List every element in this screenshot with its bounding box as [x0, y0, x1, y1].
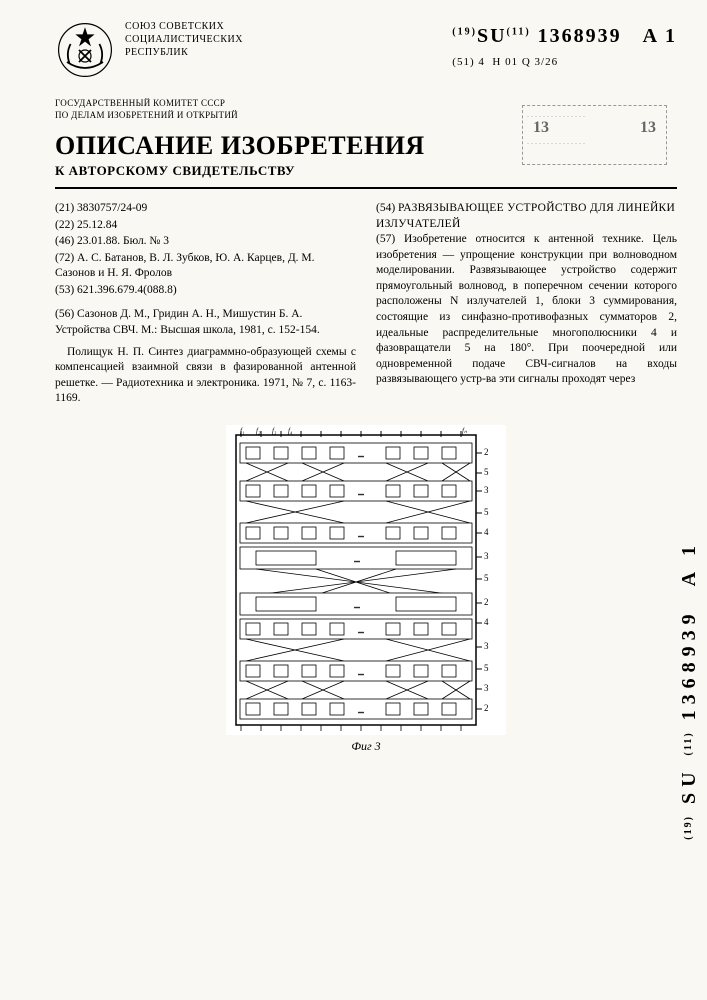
svg-text:...: ... — [358, 488, 364, 497]
header: СОЮЗ СОВЕТСКИХ СОЦИАЛИСТИЧЕСКИХ РЕСПУБЛИ… — [55, 20, 677, 80]
stamp-number-right: 13 — [640, 119, 656, 137]
svg-text:...: ... — [358, 706, 364, 715]
right-column: (54) РАЗВЯЗЫВАЮЩЕЕ УСТРОЙСТВО ДЛЯ ЛИНЕЙК… — [376, 201, 677, 406]
svg-text:2: 2 — [484, 447, 489, 457]
side-publication-code: (19) SU (11) 1368939 A 1 — [678, 540, 701, 840]
svg-text:4: 4 — [484, 527, 489, 537]
svg-text:5: 5 — [484, 467, 489, 477]
figure-3: ... ... ... — [226, 425, 506, 735]
svg-text:f₂: f₂ — [256, 427, 261, 435]
svg-text:5: 5 — [484, 573, 489, 583]
svg-text:2: 2 — [484, 597, 489, 607]
svg-text:3: 3 — [484, 485, 489, 495]
field-46: (46) 23.01.88. Бюл. № 3 — [55, 234, 356, 250]
field-53: (53) 621.396.679.4(088.8) — [55, 283, 356, 299]
field-56: (56) Сазонов Д. М., Гридин А. Н., Мишуст… — [55, 307, 356, 338]
field-54: (54) РАЗВЯЗЫВАЮЩЕЕ УСТРОЙСТВО ДЛЯ ЛИНЕЙК… — [376, 201, 677, 232]
svg-text:5: 5 — [484, 507, 489, 517]
field-56b: Полищук Н. П. Синтез диаграммно-образующ… — [55, 345, 356, 407]
svg-text:...: ... — [358, 626, 364, 635]
field-57: (57) Изобретение относится к антенной те… — [376, 232, 677, 387]
svg-text:4: 4 — [484, 617, 489, 627]
publication-number: (19)SU(11) 1368939 A 1 — [452, 25, 677, 48]
svg-text:...: ... — [358, 530, 364, 539]
body-columns: (21) 3830757/24-09 (22) 25.12.84 (46) 23… — [55, 201, 677, 406]
svg-text:2: 2 — [484, 703, 489, 713]
stamp-overtext: . . . . . . . . . . . . . . . — [527, 110, 662, 119]
svg-text:3: 3 — [484, 641, 489, 651]
svg-text:f₁: f₁ — [240, 427, 244, 435]
patent-page: СОЮЗ СОВЕТСКИХ СОЦИАЛИСТИЧЕСКИХ РЕСПУБЛИ… — [0, 0, 707, 1000]
svg-text:3: 3 — [484, 683, 489, 693]
figure-caption: Фиг 3 — [55, 739, 677, 754]
svg-text:...: ... — [358, 450, 364, 459]
svg-text:...: ... — [354, 601, 360, 610]
svg-text:...: ... — [354, 555, 360, 564]
field-22: (22) 25.12.84 — [55, 218, 356, 234]
divider — [55, 187, 677, 189]
union-text: СОЮЗ СОВЕТСКИХ СОЦИАЛИСТИЧЕСКИХ РЕСПУБЛИ… — [125, 20, 442, 59]
svg-text:...: ... — [358, 668, 364, 677]
svg-text:3: 3 — [484, 551, 489, 561]
page-subtitle: К АВТОРСКОМУ СВИДЕТЕЛЬСТВУ — [55, 163, 677, 179]
ipc-classification: (51) 4 H 01 Q 3/26 — [452, 56, 677, 68]
svg-text:f₄: f₄ — [288, 427, 293, 435]
svg-text:5: 5 — [484, 663, 489, 673]
stamp-number-left: 13 — [533, 119, 549, 137]
svg-text:f₃: f₃ — [272, 427, 277, 435]
publication-block: (19)SU(11) 1368939 A 1 (51) 4 H 01 Q 3/2… — [452, 20, 677, 68]
svg-text:fₙ: fₙ — [462, 427, 467, 435]
stamp-box: . . . . . . . . . . . . . . . 13 13 . . … — [522, 105, 667, 165]
left-column: (21) 3830757/24-09 (22) 25.12.84 (46) 23… — [55, 201, 356, 406]
field-21: (21) 3830757/24-09 — [55, 201, 356, 217]
ussr-emblem-icon — [55, 20, 115, 80]
field-72: (72) А. С. Батанов, В. Л. Зубков, Ю. А. … — [55, 251, 356, 282]
